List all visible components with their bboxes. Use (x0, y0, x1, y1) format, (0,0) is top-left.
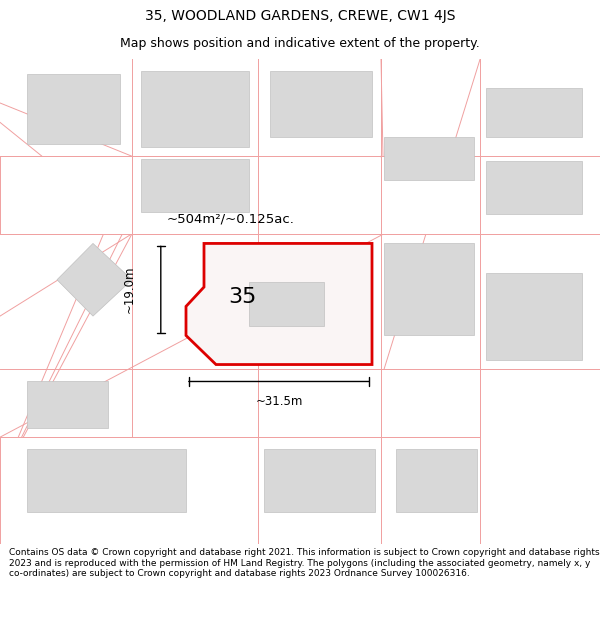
Polygon shape (186, 243, 372, 364)
Polygon shape (27, 74, 120, 144)
Text: Map shows position and indicative extent of the property.: Map shows position and indicative extent… (120, 37, 480, 50)
Text: Contains OS data © Crown copyright and database right 2021. This information is : Contains OS data © Crown copyright and d… (9, 549, 599, 578)
Polygon shape (384, 243, 474, 336)
Polygon shape (264, 449, 375, 512)
Polygon shape (0, 438, 258, 544)
Polygon shape (27, 381, 108, 428)
Text: ~19.0m: ~19.0m (123, 266, 136, 313)
Text: 35: 35 (229, 287, 257, 307)
Polygon shape (0, 156, 132, 234)
Text: ~504m²/~0.125ac.: ~504m²/~0.125ac. (167, 213, 295, 226)
Polygon shape (381, 438, 480, 544)
Polygon shape (57, 243, 132, 316)
Polygon shape (486, 88, 582, 137)
Polygon shape (132, 156, 258, 234)
Polygon shape (141, 71, 249, 146)
Polygon shape (384, 137, 474, 181)
Polygon shape (249, 282, 324, 326)
Polygon shape (270, 71, 372, 137)
Polygon shape (486, 161, 582, 214)
Text: 35, WOODLAND GARDENS, CREWE, CW1 4JS: 35, WOODLAND GARDENS, CREWE, CW1 4JS (145, 9, 455, 23)
Polygon shape (27, 449, 186, 512)
Polygon shape (480, 369, 600, 544)
Polygon shape (480, 156, 600, 234)
Polygon shape (381, 156, 480, 234)
Text: ~31.5m: ~31.5m (256, 396, 302, 408)
Polygon shape (480, 234, 600, 369)
Polygon shape (141, 159, 249, 212)
Polygon shape (486, 272, 582, 359)
Polygon shape (258, 438, 381, 544)
Polygon shape (396, 449, 477, 512)
